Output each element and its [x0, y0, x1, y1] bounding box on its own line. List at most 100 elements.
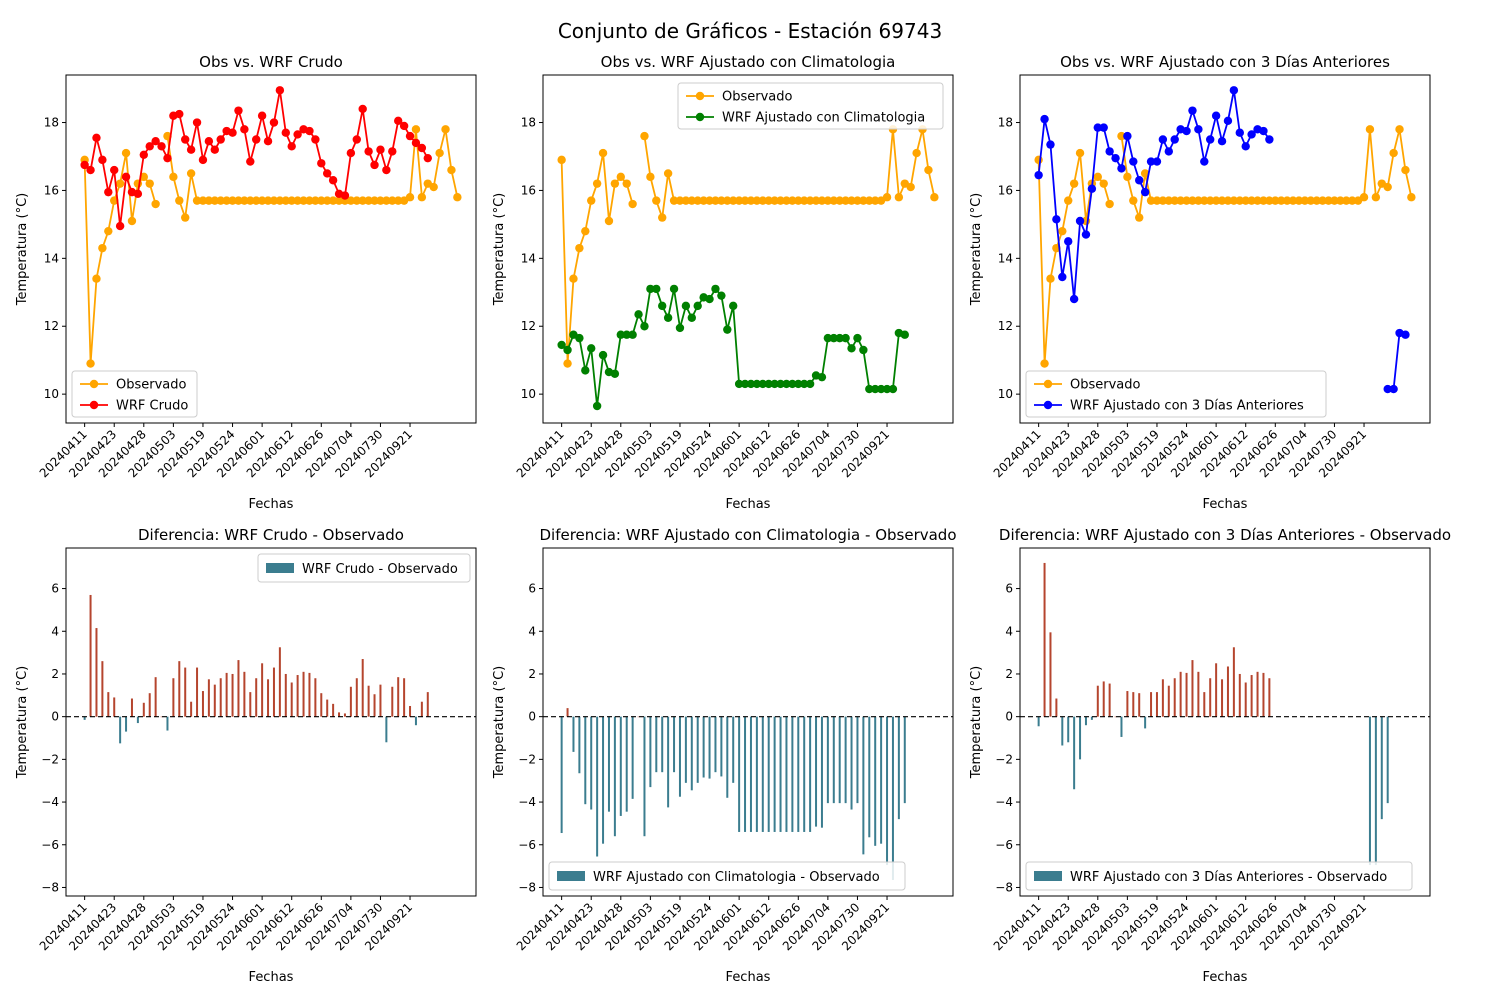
bar [373, 694, 376, 717]
y-tick-label: −2 [518, 752, 536, 766]
bar [284, 673, 287, 717]
bar [349, 686, 352, 717]
bar [643, 716, 646, 837]
y-tick-label: −4 [41, 795, 59, 809]
bar [1386, 716, 1389, 804]
bar [355, 678, 358, 717]
data-point [776, 379, 785, 389]
bar [1079, 716, 1082, 760]
data-point [80, 160, 89, 170]
legend-label: Observado [116, 378, 187, 393]
y-axis-label: Temperatura (°C) [15, 666, 30, 779]
data-point [604, 216, 614, 226]
legend-label: WRF Ajustado con Climatologia - Observad… [593, 870, 880, 885]
data-point [1158, 135, 1168, 144]
data-point [186, 169, 196, 178]
data-point [115, 221, 125, 231]
bar [338, 712, 341, 717]
data-point [1064, 196, 1073, 205]
data-point [1235, 128, 1244, 137]
y-tick-label: 18 [998, 116, 1013, 130]
data-point [358, 104, 367, 114]
data-point [133, 179, 143, 188]
bar [607, 716, 610, 812]
bar [696, 716, 699, 783]
data-point [269, 118, 279, 127]
bar [409, 705, 412, 717]
bar [1232, 647, 1235, 717]
data-point [853, 196, 862, 205]
data-point [835, 196, 844, 205]
data-point [429, 182, 438, 192]
data-point [192, 196, 202, 205]
bar [1215, 663, 1218, 717]
bar [1138, 693, 1141, 717]
series-line [84, 90, 429, 227]
bar [1043, 562, 1046, 717]
data-point [1152, 157, 1162, 166]
data-point [646, 172, 655, 182]
data-point [598, 350, 608, 360]
data-point [121, 172, 131, 182]
y-tick-label: 16 [998, 183, 1013, 197]
subplot-title: Obs vs. WRF Crudo [199, 53, 343, 71]
data-point [352, 196, 361, 205]
y-tick-label: −4 [995, 795, 1013, 809]
y-tick-label: 12 [998, 319, 1013, 333]
bar [172, 678, 175, 717]
data-point [1277, 196, 1286, 205]
bar [267, 679, 270, 717]
plot-frame [542, 547, 954, 897]
data-point [376, 145, 385, 154]
bar [1055, 698, 1058, 717]
bar [1226, 666, 1229, 717]
bar [1185, 672, 1188, 717]
data-point [817, 372, 827, 382]
y-tick-label: 6 [1005, 582, 1013, 596]
bar [791, 716, 794, 832]
data-point [411, 125, 421, 134]
y-tick-label: 6 [51, 582, 59, 596]
data-point [210, 145, 219, 154]
data-point [669, 284, 679, 294]
data-point [711, 196, 720, 205]
data-point [888, 384, 898, 394]
bar [166, 716, 169, 731]
x-axis-label: Fechas [249, 497, 294, 512]
bar [749, 716, 752, 832]
data-point [1140, 169, 1150, 178]
data-point [1194, 125, 1203, 134]
data-point [405, 193, 415, 202]
bar [142, 702, 145, 717]
data-point [675, 196, 685, 205]
y-tick-label: 12 [521, 319, 536, 333]
bar [219, 678, 222, 717]
bar [897, 716, 900, 820]
data-point [622, 330, 631, 339]
data-point [1330, 196, 1339, 205]
bar [903, 716, 906, 804]
data-point [139, 150, 148, 159]
bar [690, 716, 693, 791]
data-point [169, 172, 178, 182]
subplot-grid: Obs vs. WRF Crudo10121416182024041120240… [15, 53, 1451, 985]
data-point [1206, 196, 1215, 205]
data-point [1383, 384, 1392, 394]
data-point [581, 366, 590, 375]
data-point [127, 216, 137, 226]
bar [391, 686, 394, 717]
bar [673, 716, 676, 773]
data-point [198, 196, 208, 205]
bar [560, 716, 563, 834]
data-point [133, 189, 143, 199]
data-point [1229, 196, 1239, 205]
bar [856, 716, 859, 804]
bar [201, 691, 204, 717]
series-bars [1037, 562, 1389, 866]
data-point [1164, 147, 1173, 156]
data-point [1200, 196, 1209, 205]
data-point [376, 196, 385, 205]
series-line [1037, 90, 1271, 300]
data-point [616, 330, 625, 339]
data-point [1241, 142, 1250, 151]
